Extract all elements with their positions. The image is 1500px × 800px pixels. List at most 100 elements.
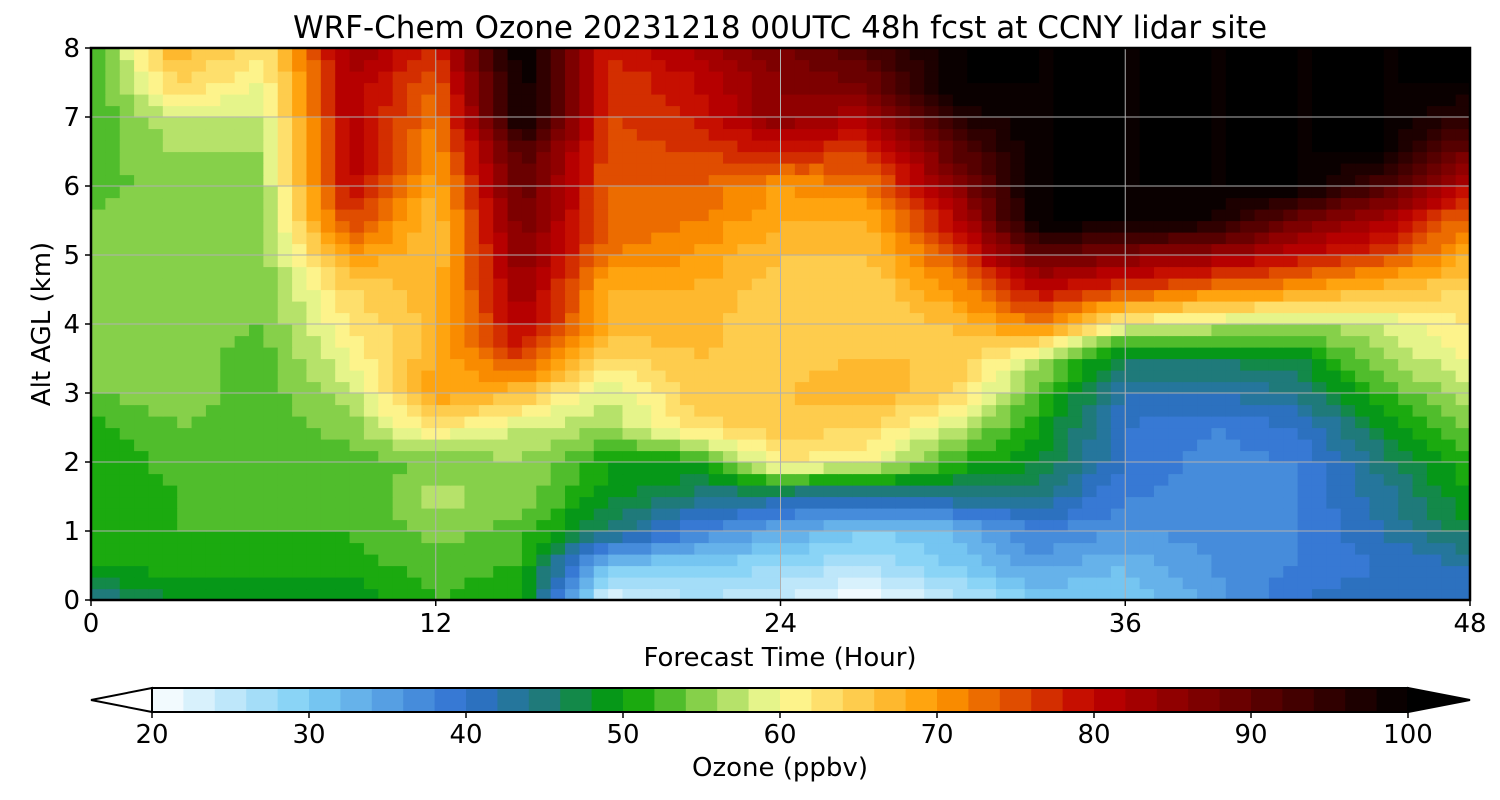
heatmap-cell: [536, 381, 552, 394]
heatmap-cell: [205, 232, 221, 245]
heatmap-cell: [1398, 232, 1414, 245]
heatmap-cell: [119, 554, 135, 567]
heatmap-cell: [1110, 519, 1126, 532]
heatmap-cell: [1455, 163, 1470, 176]
heatmap-cell: [636, 508, 652, 521]
heatmap-cell: [1297, 577, 1313, 590]
heatmap-cell: [952, 347, 968, 360]
heatmap-cell: [794, 324, 810, 337]
heatmap-cell: [1024, 450, 1040, 463]
heatmap-cell: [292, 289, 308, 302]
heatmap-cell: [1311, 220, 1327, 233]
heatmap-cell: [177, 508, 193, 521]
heatmap-cell: [277, 94, 293, 107]
heatmap-cell: [622, 588, 638, 600]
heatmap-cell: [450, 358, 466, 371]
heatmap-cell: [608, 554, 624, 567]
heatmap-cell: [1441, 151, 1457, 164]
heatmap-cell: [1053, 128, 1069, 141]
heatmap-cell: [277, 404, 293, 417]
heatmap-cell: [450, 186, 466, 199]
heatmap-cell: [837, 347, 853, 360]
heatmap-cell: [1268, 220, 1284, 233]
heatmap-cell: [1039, 416, 1055, 429]
heatmap-cell: [809, 370, 825, 383]
heatmap-cell: [493, 554, 509, 567]
heatmap-cell: [995, 140, 1011, 153]
heatmap-cell: [1024, 531, 1040, 544]
heatmap-cell: [105, 48, 121, 61]
heatmap-cell: [1441, 554, 1457, 567]
heatmap-cell: [608, 427, 624, 440]
heatmap-cell: [1311, 496, 1327, 509]
heatmap-cell: [435, 266, 451, 279]
heatmap-cell: [177, 496, 193, 509]
heatmap-cell: [478, 163, 494, 176]
heatmap-cell: [708, 439, 724, 452]
heatmap-cell: [794, 117, 810, 130]
heatmap-cell: [349, 381, 365, 394]
heatmap-cell: [909, 59, 925, 72]
heatmap-cell: [249, 82, 264, 95]
heatmap-cell: [507, 554, 523, 567]
heatmap-cell: [493, 197, 509, 210]
heatmap-cell: [766, 301, 782, 314]
heatmap-cell: [679, 59, 695, 72]
heatmap-cell: [565, 427, 580, 440]
heatmap-cell: [134, 117, 150, 130]
heatmap-cell: [565, 485, 580, 498]
heatmap-cell: [320, 312, 336, 325]
heatmap-cell: [1225, 220, 1241, 233]
heatmap-cell: [493, 588, 509, 600]
heatmap-cell: [737, 393, 753, 406]
heatmap-cell: [407, 163, 422, 176]
heatmap-cell: [234, 59, 250, 72]
heatmap-cell: [392, 186, 408, 199]
heatmap-cell: [909, 381, 925, 394]
heatmap-cell: [1024, 439, 1040, 452]
heatmap-cell: [1010, 324, 1026, 337]
heatmap-cell: [119, 209, 135, 222]
heatmap-cell: [320, 232, 336, 245]
heatmap-cell: [1096, 186, 1112, 199]
heatmap-cell: [478, 473, 494, 486]
heatmap-cell: [1225, 381, 1241, 394]
heatmap-cell: [995, 542, 1011, 555]
heatmap-cell: [349, 255, 365, 268]
heatmap-cell: [708, 174, 724, 187]
heatmap-cell: [866, 209, 882, 222]
heatmap-cell: [263, 174, 279, 187]
heatmap-cell: [1182, 117, 1198, 130]
heatmap-cell: [651, 255, 667, 268]
heatmap-cell: [780, 151, 796, 164]
heatmap-cell: [780, 174, 796, 187]
heatmap-cell: [794, 186, 810, 199]
heatmap-cell: [1355, 439, 1371, 452]
heatmap-cell: [507, 439, 523, 452]
heatmap-cell: [249, 462, 264, 475]
heatmap-cell: [1139, 508, 1155, 521]
heatmap-cell: [1010, 71, 1026, 84]
heatmap-cell: [1240, 542, 1256, 555]
heatmap-cell: [679, 496, 695, 509]
heatmap-cell: [220, 128, 236, 141]
heatmap-cell: [723, 232, 738, 245]
heatmap-cell: [708, 255, 724, 268]
heatmap-cell: [1268, 542, 1284, 555]
heatmap-cell: [723, 381, 738, 394]
heatmap-cell: [363, 278, 379, 291]
heatmap-cell: [363, 163, 379, 176]
heatmap-cell: [478, 588, 494, 600]
heatmap-cell: [1355, 554, 1371, 567]
heatmap-cell: [881, 508, 897, 521]
heatmap-cell: [924, 278, 940, 291]
heatmap-cell: [177, 105, 193, 118]
heatmap-cell: [493, 496, 509, 509]
heatmap-cell: [407, 48, 422, 61]
heatmap-cell: [1082, 358, 1098, 371]
heatmap-cell: [148, 94, 164, 107]
heatmap-cell: [1153, 82, 1169, 95]
heatmap-cell: [335, 243, 351, 256]
heatmap-cell: [1426, 496, 1442, 509]
heatmap-cell: [292, 312, 308, 325]
